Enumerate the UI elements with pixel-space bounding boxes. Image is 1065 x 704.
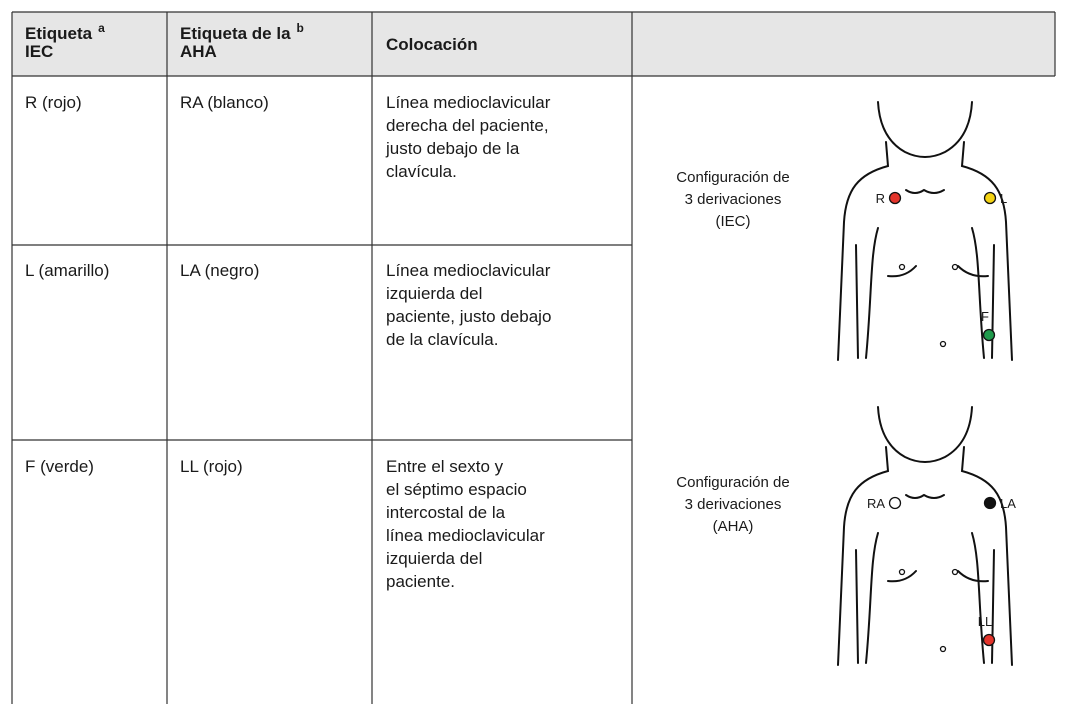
table-rules xyxy=(11,11,1056,704)
cell-text: Línea medioclavicular xyxy=(386,93,551,112)
figure-caption: (IEC) xyxy=(716,213,751,230)
cell-text: Entre el sexto y xyxy=(386,457,504,476)
header-band xyxy=(12,12,1055,76)
header-text: Etiqueta xyxy=(25,24,93,43)
electrode xyxy=(983,191,997,205)
cell-text: de la clavícula. xyxy=(386,330,498,349)
cell-text: izquierda del xyxy=(386,284,482,303)
electrode xyxy=(982,328,996,342)
header-text: Colocación xyxy=(386,35,478,54)
cell-text: L (amarillo) xyxy=(25,261,109,280)
cell-text: LA (negro) xyxy=(180,261,259,280)
cell-text: R (rojo) xyxy=(25,93,82,112)
figure-caption: 3 derivaciones xyxy=(685,191,782,208)
electrode xyxy=(888,496,902,510)
electrode-label: L xyxy=(1000,191,1007,206)
electrode-label: LA xyxy=(1000,496,1016,511)
electrode xyxy=(982,633,996,647)
electrode-label: RA xyxy=(867,496,885,511)
cell-text: F (verde) xyxy=(25,457,94,476)
cell-text: RA (blanco) xyxy=(180,93,269,112)
cell-text: línea medioclavicular xyxy=(386,526,545,545)
header-text: IEC xyxy=(25,42,53,61)
cell-text: paciente. xyxy=(386,572,455,591)
figure-caption: 3 derivaciones xyxy=(685,496,782,513)
figure-caption: (AHA) xyxy=(713,518,754,535)
figure-caption: Configuración de xyxy=(676,474,789,491)
footnote-mark: a xyxy=(98,21,105,35)
electrode-label: LL xyxy=(978,614,992,629)
cell-text: el séptimo espacio xyxy=(386,480,527,499)
cell-text: izquierda del xyxy=(386,549,482,568)
cell-text: paciente, justo debajo xyxy=(386,307,551,326)
cell-text: intercostal de la xyxy=(386,503,506,522)
electrode-label: R xyxy=(876,191,885,206)
footnote-mark: b xyxy=(297,21,304,35)
cell-text: derecha del paciente, xyxy=(386,116,549,135)
electrode-label: F xyxy=(981,309,989,324)
electrode xyxy=(983,496,997,510)
cell-text: Línea medioclavicular xyxy=(386,261,551,280)
cell-text: clavícula. xyxy=(386,162,457,181)
cell-text: justo debajo de la xyxy=(385,139,520,158)
header-text: Etiqueta de la xyxy=(180,24,291,43)
figure-caption: Configuración de xyxy=(676,169,789,186)
cell-text: LL (rojo) xyxy=(180,457,243,476)
header-text: AHA xyxy=(180,42,217,61)
electrode xyxy=(888,191,902,205)
